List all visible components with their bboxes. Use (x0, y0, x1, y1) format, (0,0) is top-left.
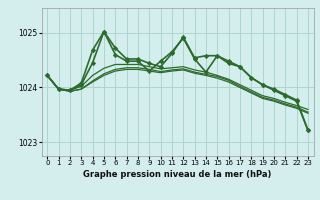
X-axis label: Graphe pression niveau de la mer (hPa): Graphe pression niveau de la mer (hPa) (84, 170, 272, 179)
